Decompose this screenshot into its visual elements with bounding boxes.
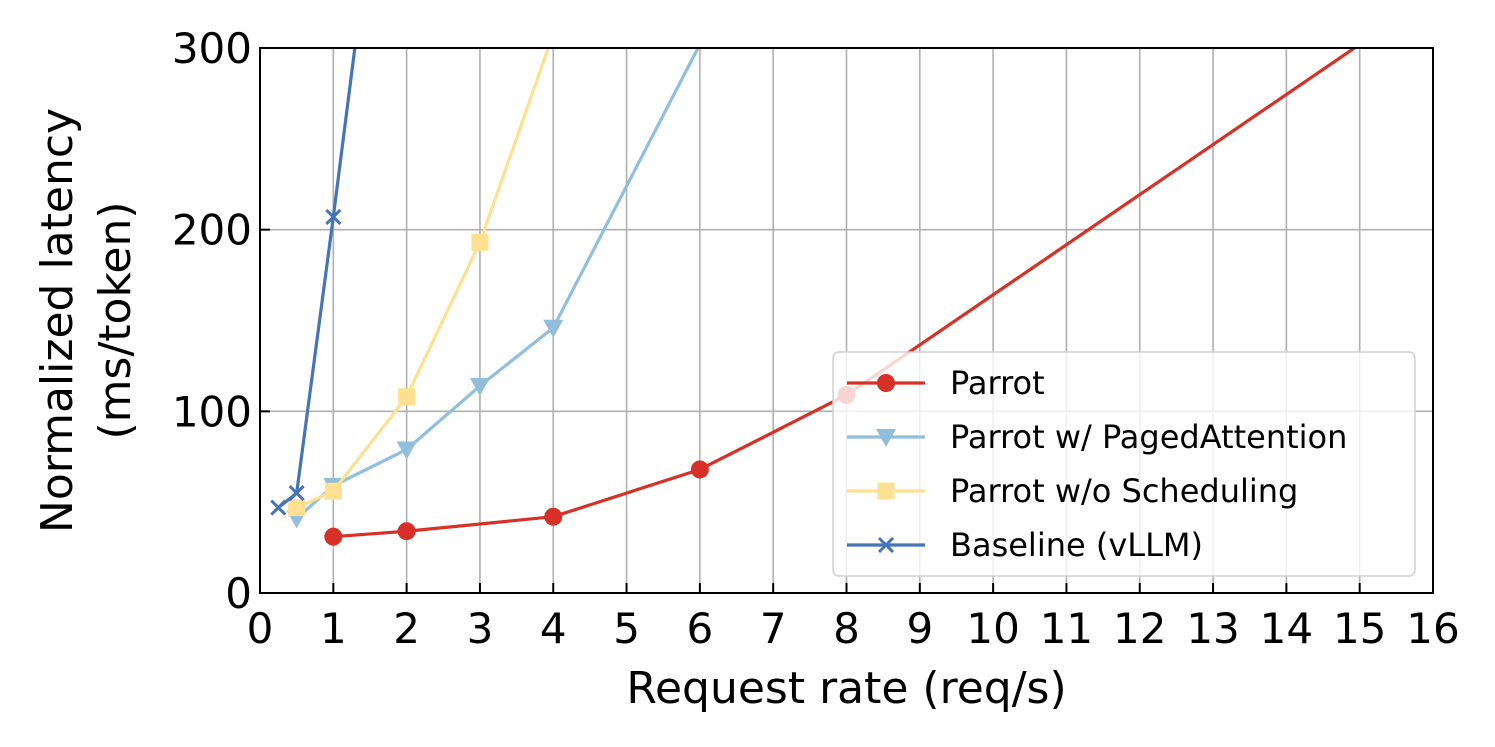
- x-tick-label: 15: [1333, 604, 1386, 653]
- x-tick-label: 0: [247, 604, 274, 653]
- x-tick-label: 8: [833, 604, 860, 653]
- marker-x-stroke: [877, 536, 895, 554]
- data-point: [471, 233, 489, 251]
- x-tick-label: 1: [320, 604, 347, 653]
- x-tick-label: 12: [1113, 604, 1166, 653]
- x-tick-label: 10: [966, 604, 1019, 653]
- legend-box: [832, 351, 1416, 577]
- y-axis-label-line2: (ms/token): [90, 202, 141, 440]
- series-lines: [270, 48, 1358, 546]
- data-point: [543, 319, 564, 338]
- y-tick-label: 200: [172, 206, 252, 255]
- data-point: [288, 485, 305, 502]
- x-tick-label: 5: [613, 604, 640, 653]
- legend-label: Parrot: [950, 364, 1045, 402]
- data-point: [544, 507, 563, 526]
- series-line: [333, 48, 1358, 539]
- data-point: [398, 388, 416, 406]
- legend-item: Parrot w/ PagedAttention: [847, 418, 1347, 456]
- legend-label: Parrot w/o Scheduling: [950, 472, 1298, 510]
- series-line: [296, 48, 551, 510]
- legend: Parrot Parrot w/ PagedAttention Parrot w/o…: [832, 351, 1416, 577]
- data-point: [288, 499, 306, 517]
- x-tick-label: 16: [1406, 604, 1459, 653]
- data-point: [324, 482, 342, 500]
- x-tick-label: 13: [1186, 604, 1239, 653]
- x-axis-label: Request rate (req/s): [626, 663, 1066, 714]
- data-point: [324, 527, 343, 546]
- data-point: [469, 377, 490, 396]
- x-tick-label: 4: [540, 604, 567, 653]
- x-tick-label: 11: [1040, 604, 1093, 653]
- legend-label: Parrot w/ PagedAttention: [950, 418, 1347, 456]
- y-tick-label: 0: [225, 569, 252, 618]
- legend-marker: [877, 374, 895, 392]
- data-point: [270, 499, 287, 516]
- series-2: [288, 48, 551, 517]
- marker-x-stroke: [288, 485, 305, 502]
- y-tick-label: 300: [172, 24, 252, 73]
- marker-x-stroke: [325, 208, 342, 226]
- series-3: [270, 48, 357, 516]
- x-tick-label: 6: [687, 604, 714, 653]
- x-tick-label: 2: [393, 604, 420, 653]
- data-point: [397, 522, 416, 541]
- data-point: [325, 208, 342, 226]
- x-tick-label: 3: [467, 604, 494, 653]
- y-tick-label: 100: [172, 387, 252, 436]
- series-clip-group: [270, 48, 1358, 546]
- data-point: [690, 460, 709, 479]
- series-1: [286, 48, 700, 529]
- legend-marker: [876, 429, 896, 447]
- series-line: [277, 48, 357, 509]
- legend-label: Baseline (vLLM): [950, 526, 1203, 564]
- marker-x-stroke: [270, 499, 287, 516]
- legend-item: Parrot w/o Scheduling: [847, 472, 1298, 510]
- legend-marker: [877, 536, 895, 554]
- legend-item: Parrot: [847, 364, 1045, 402]
- series-line: [295, 48, 700, 520]
- x-tick-label: 9: [906, 604, 933, 653]
- y-axis-label: Normalized latency (ms/token): [32, 108, 141, 533]
- x-tick-label: 7: [760, 604, 787, 653]
- y-axis-label-line1: Normalized latency: [32, 108, 83, 533]
- legend-item: Baseline (vLLM): [847, 526, 1203, 564]
- data-point: [396, 441, 417, 460]
- legend-marker: [877, 482, 895, 500]
- x-tick-label: 14: [1260, 604, 1313, 653]
